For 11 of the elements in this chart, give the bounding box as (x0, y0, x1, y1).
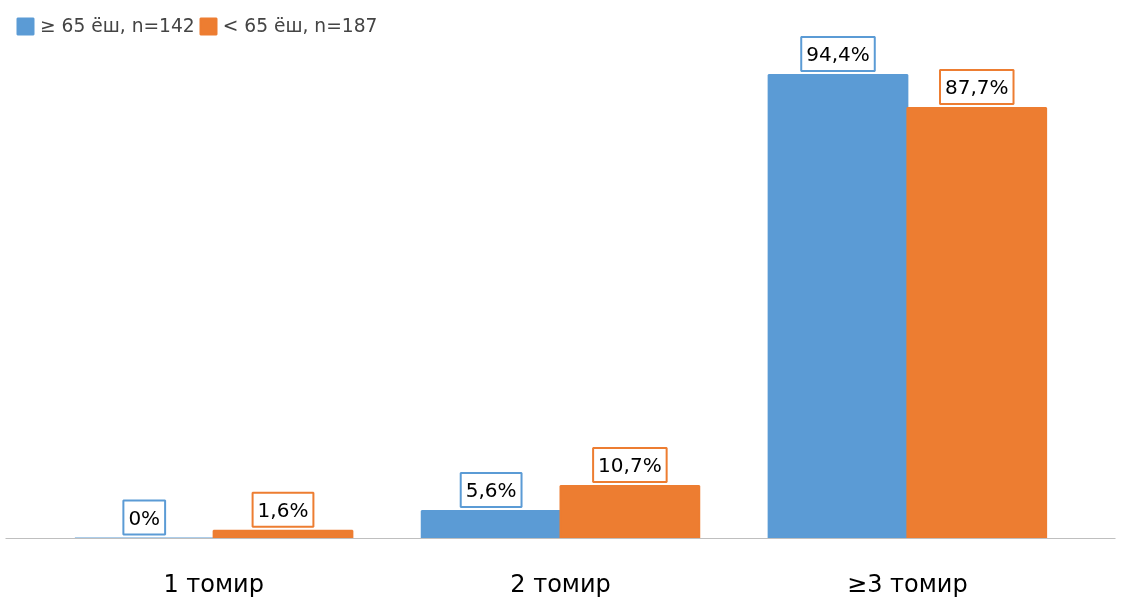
data-label: 1,6% (257, 497, 309, 522)
data-label: 0% (128, 505, 161, 530)
x-tick-label: ≥3 томир (847, 569, 968, 598)
data-label: 10,7% (598, 452, 662, 477)
data-label: 87,7% (944, 74, 1009, 99)
data-label: 94,4% (806, 42, 870, 67)
x-tick-label: 1 томир (163, 569, 264, 598)
legend-label: < 65 ёш, n=187 (222, 15, 378, 36)
data-label: 5,6% (465, 478, 517, 503)
x-tick-label: 2 томир (510, 569, 611, 598)
legend-label: ≥ 65 ёш, n=142 (40, 15, 195, 36)
